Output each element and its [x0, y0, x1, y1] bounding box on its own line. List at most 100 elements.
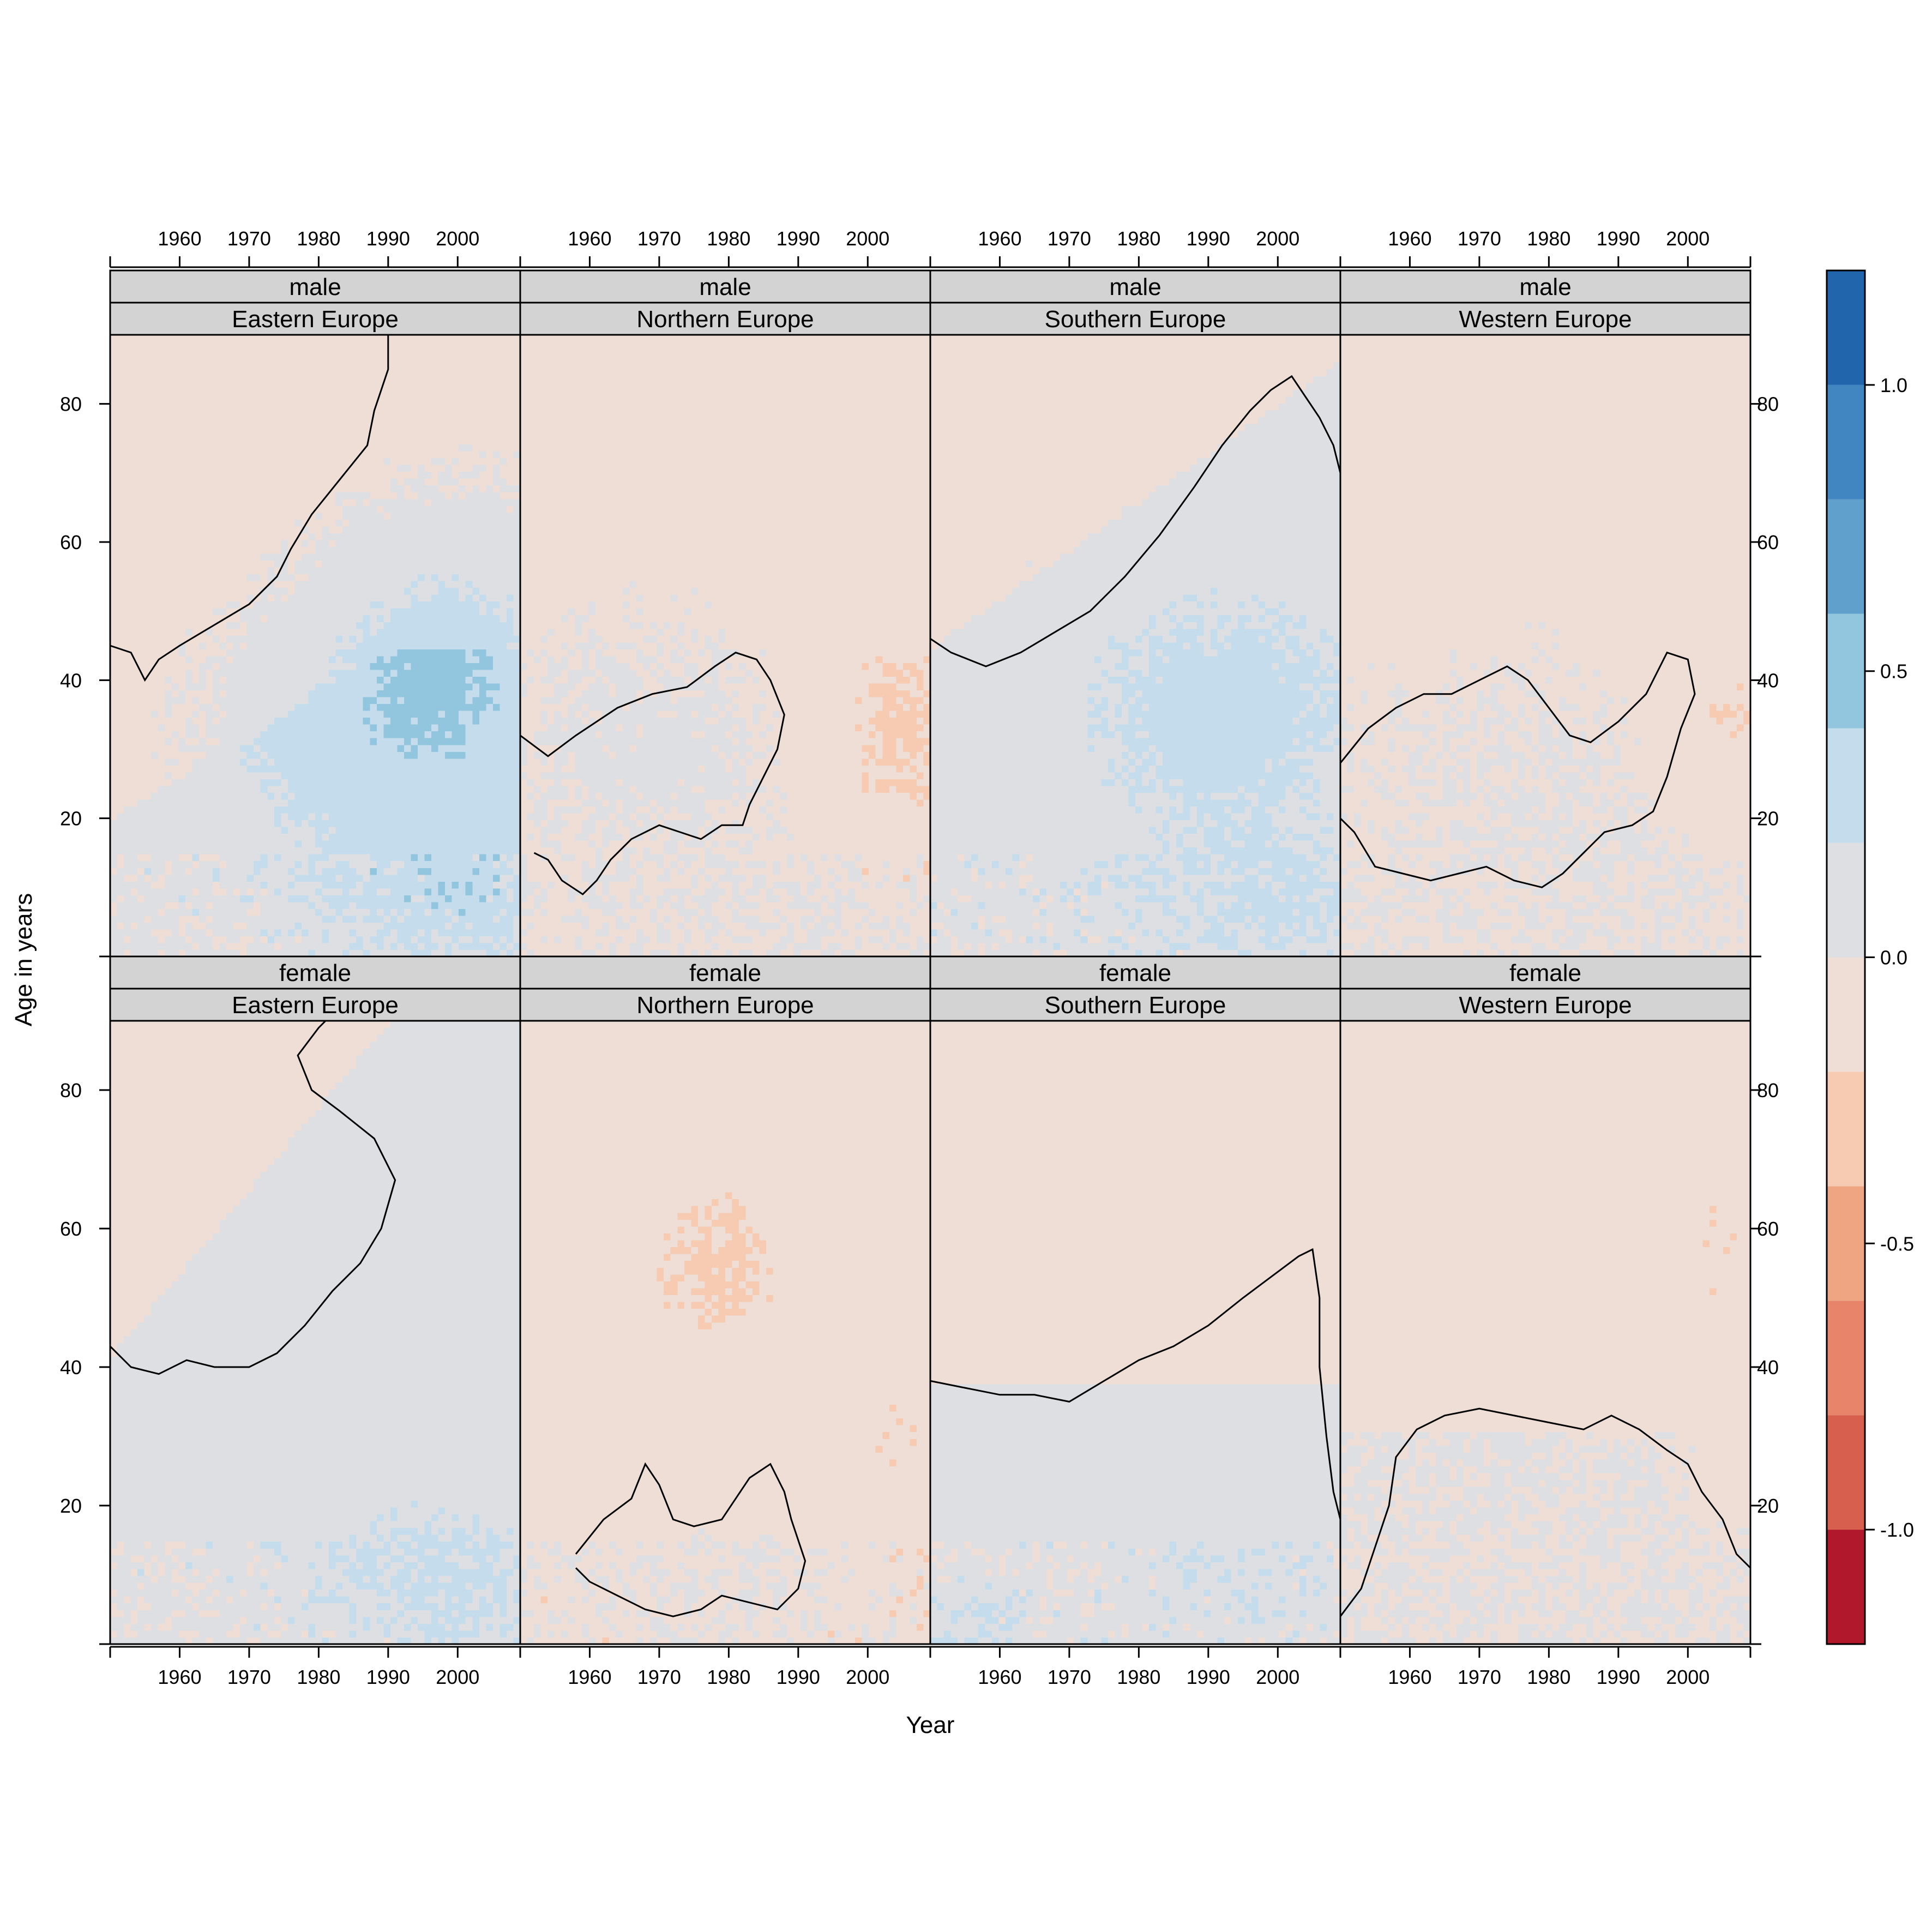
heatmap-cell	[267, 369, 275, 376]
heatmap-cell	[472, 874, 480, 882]
heatmap-cell	[349, 929, 357, 937]
heatmap-cell	[206, 854, 213, 862]
heatmap-cell	[185, 471, 192, 479]
heatmap-cell	[226, 724, 234, 732]
heatmap-cell	[315, 860, 323, 868]
heatmap-cell	[198, 396, 207, 404]
heatmap-cell	[342, 567, 350, 575]
heatmap-cell	[246, 826, 254, 834]
heatmap-cell	[260, 820, 268, 827]
heatmap-cell	[356, 690, 364, 697]
heatmap-cell	[390, 669, 398, 677]
heatmap-cell	[472, 423, 480, 431]
heatmap-cell	[260, 833, 268, 841]
heatmap-cell	[267, 799, 275, 806]
heatmap-cell	[240, 738, 248, 745]
heatmap-cell	[260, 580, 268, 588]
heatmap-cell	[165, 676, 172, 684]
heatmap-cell	[198, 642, 207, 649]
heatmap-cell	[226, 915, 234, 923]
heatmap-cell	[198, 929, 207, 937]
heatmap-cell	[370, 663, 377, 670]
heatmap-cell	[329, 860, 336, 868]
heatmap-cell	[376, 430, 384, 438]
heatmap-cell	[281, 642, 288, 649]
heatmap-cell	[465, 587, 473, 595]
heatmap-cell	[274, 622, 281, 629]
heatmap-cell	[424, 655, 432, 663]
heatmap-cell	[151, 362, 159, 370]
heatmap-cell	[349, 806, 357, 814]
heatmap-cell	[383, 608, 391, 616]
heatmap-cell	[383, 423, 391, 431]
heatmap-cell	[397, 505, 405, 513]
heatmap-cell	[479, 587, 486, 595]
heatmap-cell	[424, 396, 432, 404]
heatmap-cell	[254, 458, 261, 465]
heatmap-cell	[356, 396, 364, 404]
heatmap-cell	[363, 471, 370, 479]
heatmap-cell	[124, 587, 131, 595]
heatmap-cell	[165, 915, 172, 923]
heatmap-cell	[281, 840, 288, 848]
heatmap-cell	[110, 888, 118, 895]
heatmap-cell	[158, 594, 165, 602]
heatmap-cell	[411, 908, 418, 916]
heatmap-cell	[308, 362, 316, 370]
heatmap-cell	[370, 649, 377, 657]
heatmap-cell	[294, 485, 302, 492]
heatmap-cell	[424, 546, 432, 554]
heatmap-cell	[158, 560, 165, 568]
heatmap-cell	[438, 601, 446, 609]
heatmap-cell	[124, 751, 131, 759]
heatmap-cell	[472, 765, 480, 773]
heatmap-cell	[117, 560, 124, 568]
heatmap-cell	[342, 676, 350, 684]
heatmap-cell	[322, 724, 329, 732]
heatmap-cell	[418, 833, 425, 841]
heatmap-cell	[322, 676, 329, 684]
heatmap-cell	[452, 888, 459, 895]
heatmap-cell	[274, 587, 281, 595]
heatmap-cell	[315, 485, 323, 492]
heatmap-cell	[349, 382, 357, 390]
heatmap-cell	[308, 703, 316, 711]
heatmap-cell	[254, 533, 261, 540]
heatmap-cell	[301, 881, 309, 889]
heatmap-cell	[301, 724, 309, 732]
heatmap-cell	[130, 376, 138, 383]
heatmap-cell	[329, 779, 336, 786]
heatmap-cell	[110, 765, 118, 773]
heatmap-cell	[117, 444, 124, 452]
heatmap-cell	[219, 826, 227, 834]
heatmap-cell	[254, 868, 261, 875]
heatmap-cell	[390, 403, 398, 411]
heatmap-cell	[110, 744, 118, 752]
heatmap-cell	[240, 642, 248, 649]
heatmap-cell	[124, 744, 131, 752]
heatmap-cell	[294, 601, 302, 609]
heatmap-cell	[233, 533, 240, 540]
heatmap-cell	[329, 553, 336, 561]
heatmap-cell	[260, 690, 268, 697]
heatmap-cell	[158, 505, 165, 513]
heatmap-cell	[267, 895, 275, 902]
heatmap-cell	[411, 785, 418, 793]
heatmap-cell	[117, 840, 124, 848]
heatmap-cell	[287, 430, 295, 438]
heatmap-cell	[213, 724, 220, 732]
heatmap-cell	[383, 587, 391, 595]
heatmap-cell	[465, 376, 473, 383]
heatmap-cell	[404, 711, 412, 718]
heatmap-cell	[459, 724, 466, 732]
heatmap-cell	[110, 751, 118, 759]
heatmap-cell	[274, 396, 281, 404]
heatmap-cell	[404, 676, 412, 684]
heatmap-cell	[322, 758, 329, 766]
heatmap-cell	[206, 711, 213, 718]
heatmap-cell	[431, 703, 439, 711]
heatmap-cell	[397, 758, 405, 766]
heatmap-cell	[459, 519, 466, 527]
heatmap-cell	[465, 676, 473, 684]
heatmap-cell	[418, 417, 425, 424]
